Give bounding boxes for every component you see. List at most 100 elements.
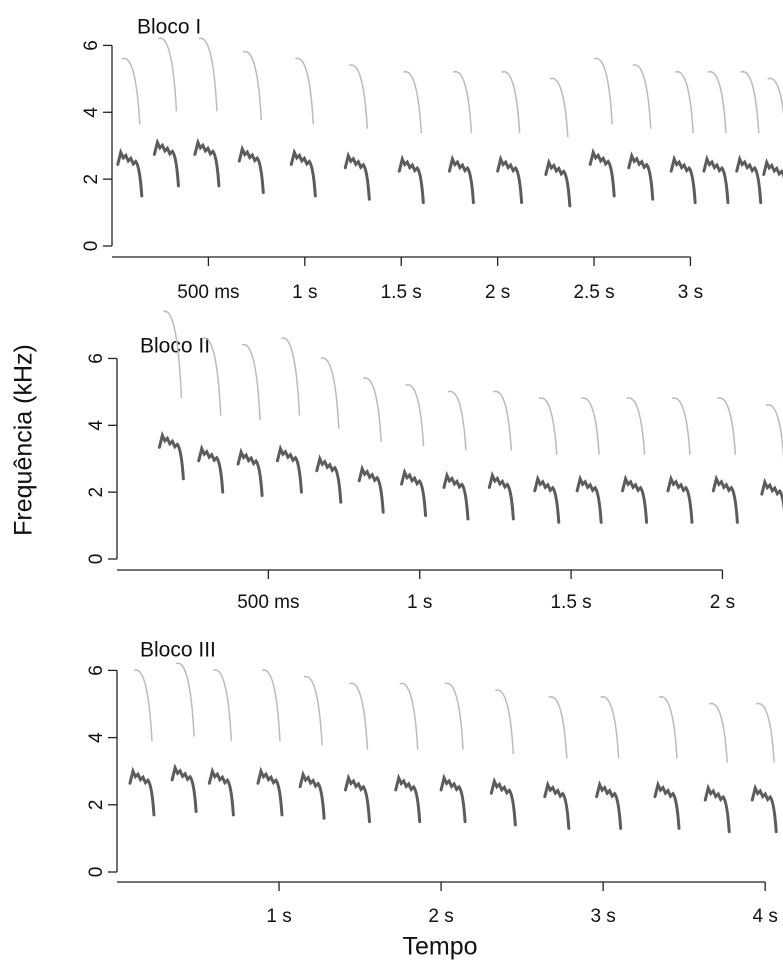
syllable [152, 137, 180, 188]
syllable [116, 147, 144, 198]
syllable [575, 474, 603, 524]
syllable [439, 773, 467, 824]
x-tick-label: 3 s [678, 282, 703, 303]
x-tick-label: 500 ms [177, 282, 239, 303]
y-tick-label: 4 [86, 732, 107, 743]
harmonic [349, 682, 369, 750]
syllable [447, 154, 475, 205]
harmonic [261, 669, 281, 741]
harmonic [241, 344, 261, 421]
harmonic [133, 669, 153, 741]
syllable [442, 470, 470, 521]
harmonic [632, 64, 652, 129]
syllable [653, 780, 681, 830]
syllable [487, 470, 515, 521]
harmonic [198, 37, 218, 112]
harmonic [405, 384, 425, 447]
syllable [702, 154, 730, 205]
x-tick-label: 2.5 s [573, 282, 614, 303]
y-tick-label: 6 [86, 353, 107, 364]
y-tick-label: 6 [86, 665, 107, 676]
syllable [703, 783, 731, 834]
syllable [289, 147, 317, 198]
syllable [237, 144, 265, 195]
harmonic [538, 397, 558, 455]
harmonic [447, 390, 467, 451]
harmonic [213, 669, 233, 741]
syllable [256, 766, 284, 817]
harmonic [626, 397, 646, 455]
y-tick-label: 2 [86, 487, 107, 498]
harmonic [202, 337, 222, 416]
x-tick-label: 1.5 s [381, 282, 422, 303]
y-axis-label: Frequência (kHz) [10, 344, 38, 536]
harmonic [548, 696, 568, 759]
harmonic [549, 77, 569, 138]
harmonic [495, 689, 515, 755]
harmonic [717, 397, 737, 455]
syllable [595, 780, 623, 830]
syllable [621, 474, 649, 524]
panel-title: Bloco I [137, 16, 201, 39]
syllable [627, 151, 655, 201]
harmonic [674, 70, 694, 134]
syllable [544, 157, 572, 208]
x-tick-label: 3 s [590, 906, 615, 927]
syllable [750, 783, 778, 834]
syllable [400, 467, 428, 518]
harmonic [303, 675, 323, 746]
harmonic [320, 357, 340, 429]
syllable [669, 154, 697, 205]
harmonic [403, 70, 423, 134]
harmonic [493, 390, 513, 451]
syllable [762, 157, 783, 180]
syllable [588, 147, 616, 198]
syllable [128, 766, 156, 817]
harmonic [755, 702, 775, 763]
syllable [735, 154, 763, 205]
x-tick-label: 2 s [710, 592, 735, 613]
harmonic [362, 377, 382, 442]
y-tick-label: 2 [81, 174, 102, 185]
harmonic [580, 397, 600, 455]
y-tick-label: 2 [86, 800, 107, 811]
harmonic [158, 37, 178, 112]
panel-title: Bloco II [140, 335, 210, 358]
harmonic [444, 682, 464, 750]
harmonic [175, 662, 195, 737]
syllable [170, 763, 198, 814]
harmonic [600, 696, 620, 759]
syllable [275, 444, 303, 494]
harmonic [453, 70, 473, 134]
syllable [357, 464, 385, 514]
x-tick-label: 1 s [407, 592, 432, 613]
syllable [489, 776, 517, 827]
harmonic [767, 77, 783, 116]
harmonic [593, 57, 613, 125]
harmonic [501, 70, 521, 134]
y-tick-label: 0 [81, 241, 102, 252]
harmonic [671, 397, 691, 455]
y-tick-label: 0 [86, 867, 107, 878]
syllable [711, 474, 739, 524]
harmonic [163, 310, 183, 399]
x-tick-label: 2 s [485, 282, 510, 303]
x-axis-label: Tempo [402, 933, 477, 961]
syllable [207, 766, 235, 817]
x-tick-label: 4 s [752, 906, 777, 927]
harmonic [349, 64, 369, 129]
harmonic [708, 702, 728, 763]
syllable [193, 137, 221, 188]
harmonic [707, 70, 727, 134]
syllable [496, 154, 524, 205]
y-tick-label: 4 [86, 420, 107, 431]
panel-title: Bloco III [140, 639, 216, 662]
x-tick-label: 2 s [428, 906, 453, 927]
harmonic [740, 70, 760, 134]
syllable [197, 444, 225, 494]
harmonic [295, 57, 315, 125]
syllable [666, 474, 694, 524]
syllable [343, 151, 371, 201]
harmonic [121, 57, 141, 125]
